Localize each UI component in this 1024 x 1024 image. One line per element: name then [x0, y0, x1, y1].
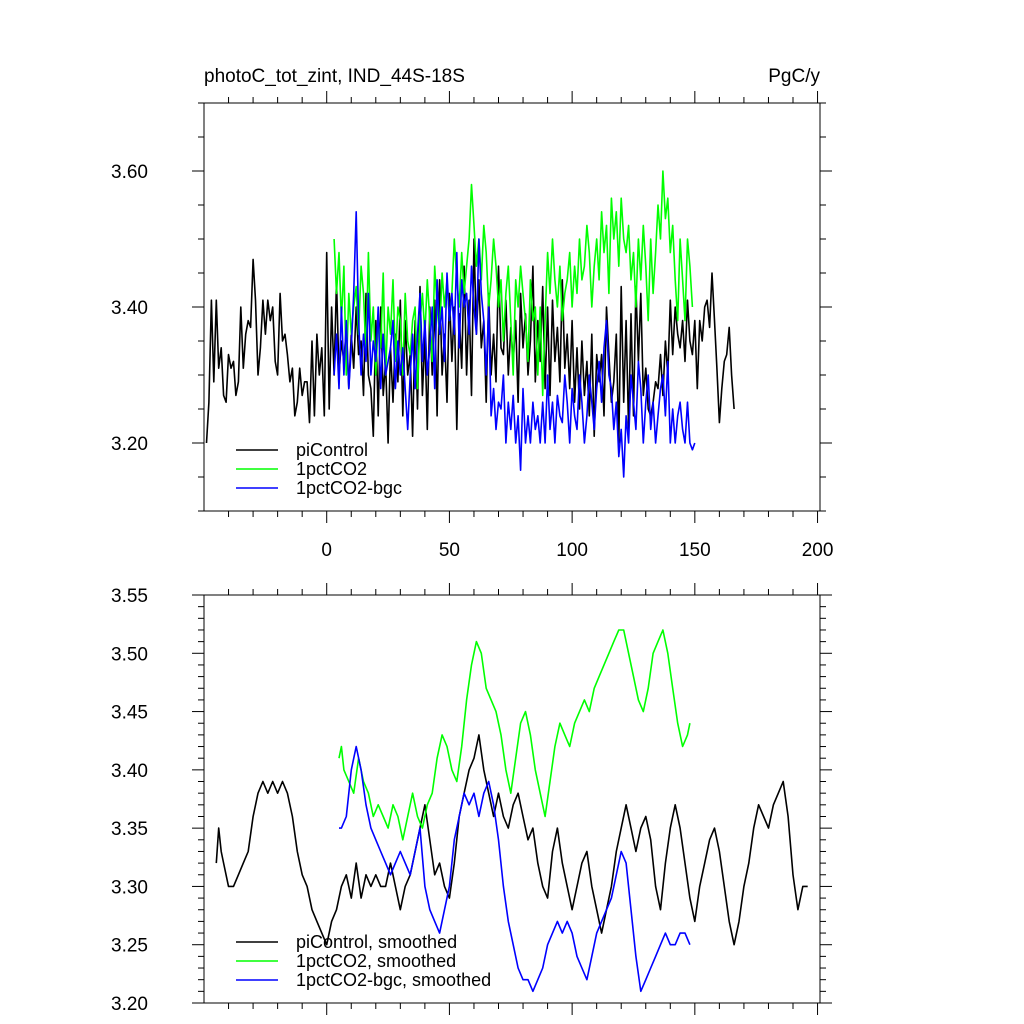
- y-tick-label: 3.20: [111, 994, 148, 1015]
- y-tick-label: 3.40: [111, 298, 148, 319]
- x-tick-label: 200: [802, 540, 834, 561]
- legend-label: 1pctCO2: [296, 459, 367, 479]
- series-line-1pctco2: [333, 170, 694, 397]
- x-tick-label: 100: [556, 540, 588, 561]
- y-tick-label: 3.60: [111, 162, 148, 183]
- y-tick-label: 3.40: [111, 761, 148, 782]
- series-line-1pctco2-bgc-smoothed: [339, 745, 691, 993]
- legend-label: 1pctCO2-bgc: [296, 478, 402, 498]
- legend-label: 1pctCO2-bgc, smoothed: [296, 970, 491, 990]
- plot-frame: [203, 594, 821, 1004]
- y-tick-label: 3.25: [111, 936, 148, 957]
- y-tick-label: 3.35: [111, 819, 148, 840]
- y-tick-label: 3.30: [111, 877, 148, 898]
- units-label: PgC/y: [768, 66, 820, 87]
- y-tick-label: 3.20: [111, 434, 148, 455]
- series-line-picontrol: [205, 238, 735, 444]
- y-tick-label: 3.45: [111, 703, 148, 724]
- series-line-picontrol-smoothed: [215, 734, 808, 946]
- x-tick-label: 150: [679, 540, 711, 561]
- y-tick-label: 3.55: [111, 586, 148, 607]
- legend-label: piControl: [296, 440, 368, 460]
- chart-title: photoC_tot_zint, IND_44S-18S: [204, 66, 465, 87]
- x-tick-label: 0: [321, 540, 332, 561]
- x-tick-label: 50: [439, 540, 460, 561]
- top-panel: 3.203.403.600 50 100 150 200piControl1pctCO2…: [111, 91, 833, 561]
- legend-label: piControl, smoothed: [296, 932, 457, 952]
- y-tick-label: 3.50: [111, 644, 148, 665]
- series-line-1pctco2-bgc: [333, 211, 696, 478]
- legend-label: 1pctCO2, smoothed: [296, 951, 456, 971]
- bottom-panel: 3.20 3.25 3.30 3.35 3.40 3.45 3.50 3.55 piContro…: [111, 583, 832, 1015]
- series-line-1pctco2-smoothed: [338, 629, 691, 841]
